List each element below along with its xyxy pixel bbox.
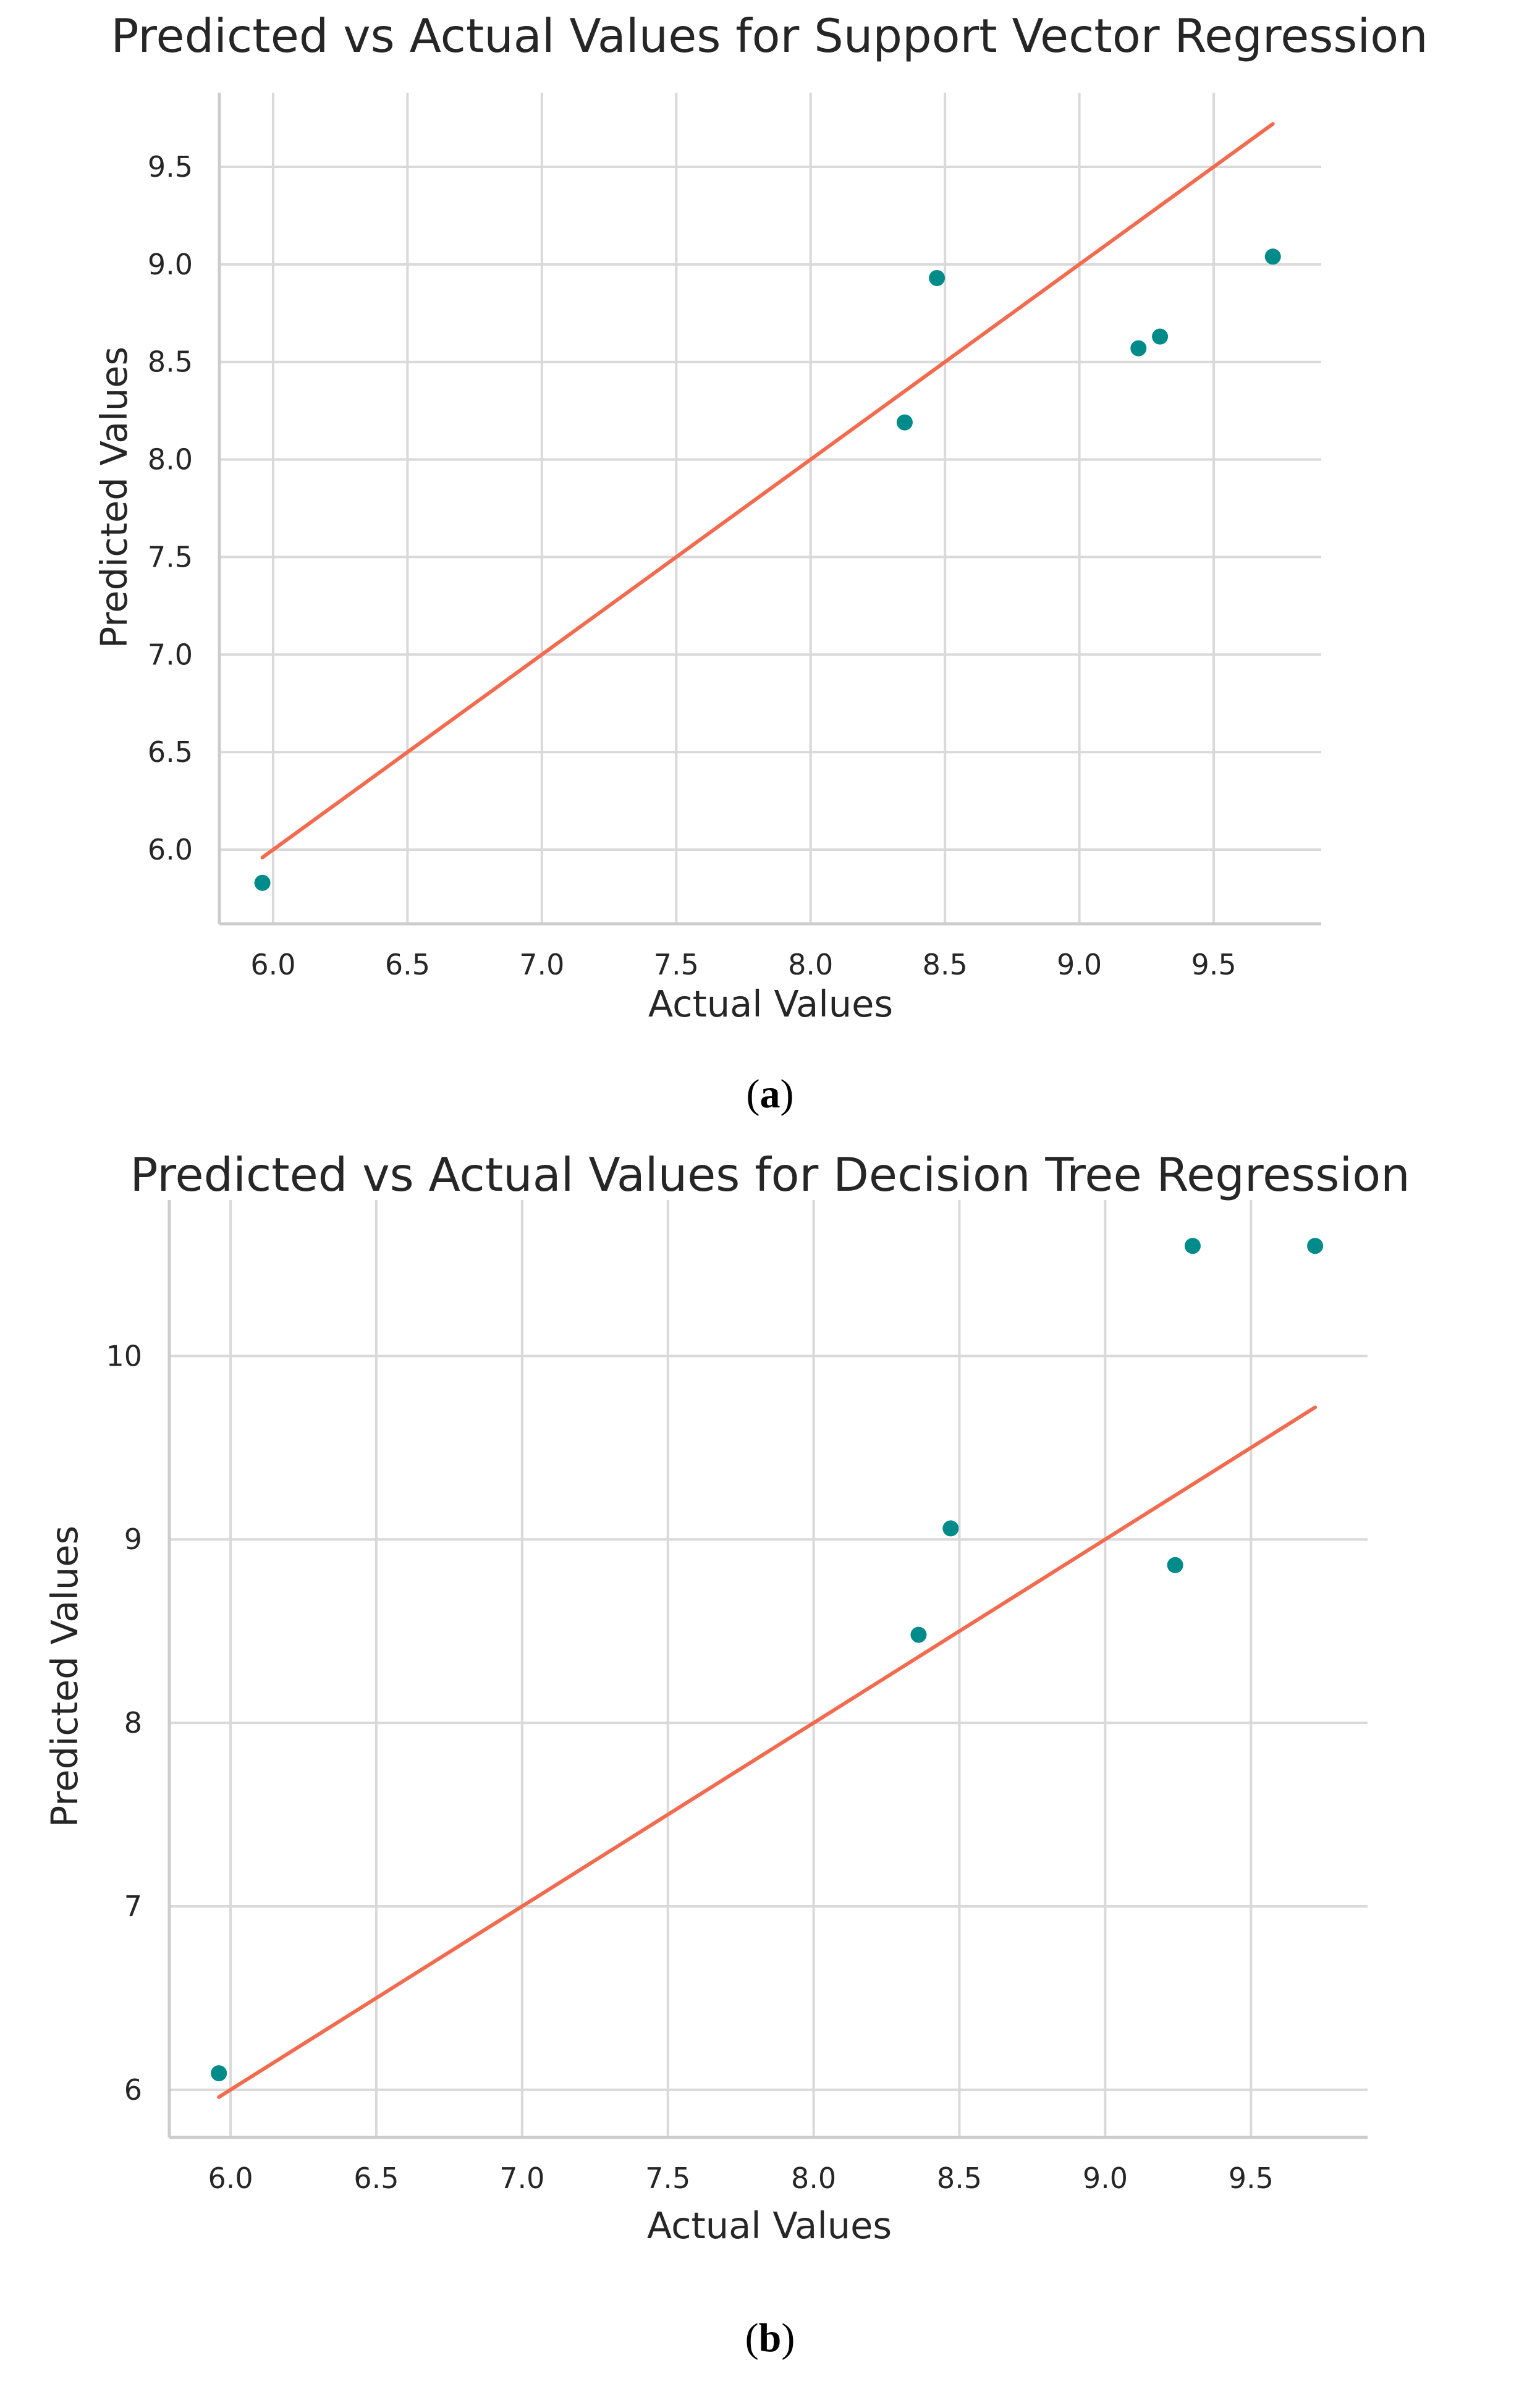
chart-b-y-tick-label: 9 — [124, 1523, 142, 1556]
chart-b-caption: (b) — [745, 2315, 795, 2361]
chart-a-y-tick-label: 8.0 — [148, 443, 193, 476]
chart-b-data-point — [942, 1520, 959, 1537]
chart-a-caption: (a) — [747, 1072, 794, 1117]
chart-b-reference-line — [217, 1405, 1318, 2099]
chart-b-y-tick-label: 8 — [124, 1706, 142, 1739]
chart-a-x-tick-label: 9.5 — [1191, 948, 1236, 981]
chart-a-data-point — [1130, 340, 1147, 357]
chart-a-caption-open: ( — [747, 1072, 760, 1117]
chart-a-points — [254, 248, 1281, 891]
chart-a-data-point — [1152, 328, 1169, 345]
chart-a-y-tick-label: 7.0 — [148, 638, 193, 671]
chart-b-x-tick-labels: 6.0 6.5 7.0 7.5 8.0 8.5 9.0 9.5 — [208, 2162, 1273, 2195]
chart-a-x-tick-label: 7.5 — [654, 948, 699, 981]
chart-b-axes — [167, 1200, 1368, 2139]
chart-b-y-tick-label: 10 — [106, 1339, 142, 1372]
chart-a-x-tick-label: 8.5 — [923, 948, 968, 981]
chart-b-caption-letter: b — [759, 2315, 782, 2361]
chart-b-data-point — [910, 1626, 927, 1643]
chart-a-x-tick-labels: 6.0 6.5 7.0 7.5 8.0 8.5 9.0 9.5 — [250, 948, 1236, 981]
chart-b-reference-line-group — [217, 1405, 1318, 2099]
chart-b-x-tick-label: 9.0 — [1083, 2162, 1128, 2195]
chart-a-y-tick-label: 9.5 — [148, 150, 193, 184]
chart-b-data-point — [1167, 1557, 1183, 1573]
chart-b-x-tick-label: 6.5 — [353, 2162, 399, 2195]
chart-b: Predicted vs Actual Values for Decision … — [43, 1148, 1410, 2361]
chart-a-y-label: Predicted Values — [93, 347, 135, 648]
chart-b-x-tick-label: 7.0 — [499, 2162, 544, 2195]
chart-a-title: Predicted vs Actual Values for Support V… — [111, 9, 1428, 63]
chart-a-x-tick-label: 6.0 — [250, 948, 295, 981]
chart-b-grid — [169, 1200, 1368, 2137]
chart-b-x-tick-label: 7.5 — [645, 2162, 690, 2195]
chart-a-data-point — [896, 414, 913, 431]
chart-a-y-tick-label: 6.5 — [148, 735, 193, 769]
chart-b-x-tick-label: 6.0 — [208, 2162, 253, 2195]
chart-b-data-point — [211, 2065, 227, 2082]
chart-a-grid — [219, 93, 1321, 924]
chart-b-x-tick-label: 9.5 — [1229, 2162, 1274, 2195]
chart-a-x-label: Actual Values — [648, 983, 893, 1025]
chart-a-x-tick-label: 6.5 — [385, 948, 430, 981]
chart-a-y-tick-label: 7.5 — [148, 540, 193, 573]
chart-b-data-point — [1184, 1238, 1201, 1254]
chart-b-y-tick-label: 6 — [124, 2073, 142, 2107]
chart-a-reference-line-group — [260, 122, 1275, 860]
chart-b-x-label: Actual Values — [647, 2204, 892, 2247]
chart-b-y-tick-label: 7 — [124, 1890, 142, 1923]
chart-b-data-point — [1307, 1238, 1324, 1254]
chart-a-y-tick-labels: 6.0 6.5 7.0 7.5 8.0 8.5 9.0 9.5 — [148, 150, 193, 866]
chart-a-x-tick-label: 7.0 — [519, 948, 564, 981]
chart-a-caption-letter: a — [760, 1072, 781, 1117]
chart-a-x-tick-label: 9.0 — [1057, 948, 1102, 981]
chart-b-caption-close: ) — [781, 2315, 795, 2361]
chart-a-data-point — [1264, 248, 1281, 265]
chart-a: Predicted vs Actual Values for Support V… — [93, 9, 1428, 1117]
chart-a-y-tick-label: 8.5 — [148, 345, 193, 379]
chart-a-x-tick-label: 8.0 — [788, 948, 833, 981]
chart-a-axes — [218, 93, 1321, 926]
chart-b-points — [211, 1238, 1324, 2082]
chart-a-y-tick-label: 9.0 — [148, 248, 193, 281]
chart-b-y-tick-labels: 6 7 8 9 10 — [106, 1339, 142, 2106]
chart-a-data-point — [254, 874, 271, 891]
chart-b-y-label: Predicted Values — [43, 1526, 86, 1827]
chart-b-x-tick-label: 8.0 — [791, 2162, 836, 2195]
chart-a-caption-close: ) — [781, 1072, 794, 1117]
chart-b-x-tick-label: 8.5 — [937, 2162, 982, 2195]
chart-b-caption-open: ( — [745, 2315, 759, 2361]
chart-a-data-point — [929, 269, 946, 286]
chart-b-title: Predicted vs Actual Values for Decision … — [130, 1148, 1410, 1202]
chart-a-reference-line — [260, 122, 1275, 860]
chart-a-y-tick-label: 6.0 — [148, 833, 193, 866]
